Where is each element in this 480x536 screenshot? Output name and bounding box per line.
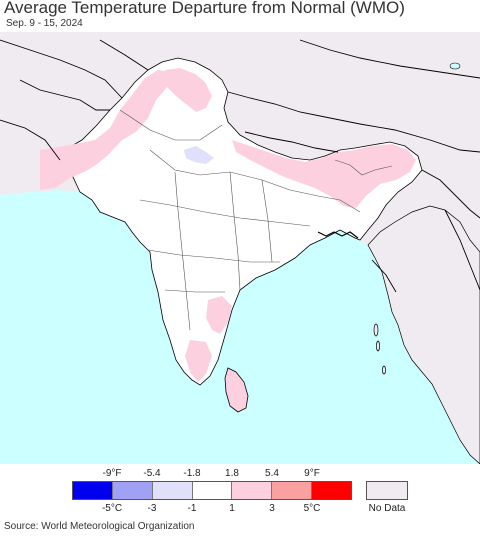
- cool-anomaly: [184, 146, 214, 164]
- temperature-map: [0, 32, 480, 464]
- legend-bin: [232, 482, 273, 499]
- legend-f-tick: -9°F: [102, 468, 122, 479]
- warm-anomaly-north: [165, 68, 212, 112]
- legend-c-tick: 5°C: [303, 503, 321, 514]
- legend-f-tick: -1.8: [183, 468, 201, 479]
- legend-no-data-label: No Data: [368, 503, 406, 514]
- legend-c-tick: 3: [269, 503, 275, 514]
- legend-bin: [192, 482, 233, 499]
- lake: [449, 62, 461, 70]
- ocean: [0, 190, 480, 464]
- sri-lanka: [224, 367, 249, 413]
- country-borders: [0, 39, 480, 293]
- legend-c-tick: -3: [147, 503, 157, 514]
- legend-f-tick: -5.4: [143, 468, 161, 479]
- legend-c-tick: -1: [187, 503, 197, 514]
- map-title: Average Temperature Departure from Norma…: [4, 0, 405, 17]
- legend-c-tick: -5°C: [101, 503, 123, 514]
- bangladesh-coast: [317, 231, 359, 239]
- legend-bin: [312, 482, 352, 499]
- warm-anomaly-northeast: [232, 140, 416, 208]
- myanmar-region: [367, 205, 480, 464]
- legend-bin: [73, 482, 113, 499]
- legend-c-tick: 1: [229, 503, 235, 514]
- warm-anomaly-west: [40, 70, 170, 190]
- warm-anomaly-southeast: [206, 296, 232, 334]
- source-credit: Source: World Meteorological Organizatio…: [4, 521, 195, 532]
- andaman-islands: [373, 323, 386, 375]
- legend-bin: [152, 482, 193, 499]
- legend-color-bar: [72, 481, 352, 500]
- legend-bin: [112, 482, 153, 499]
- legend-bin: [272, 482, 313, 499]
- legend-f-tick: 5.4: [265, 468, 279, 479]
- legend-f-tick: 1.8: [225, 468, 239, 479]
- date-range: Sep. 9 - 15, 2024: [6, 18, 83, 29]
- warm-anomaly-south: [185, 340, 212, 382]
- state-borders: [119, 109, 393, 331]
- legend: -9°F -5.4 -1.8 1.8 5.4 9°F No Data -5°C …: [0, 466, 480, 518]
- legend-f-tick: 9°F: [304, 468, 320, 479]
- india-landmass: [59, 57, 423, 386]
- legend-no-data-swatch: [366, 481, 408, 500]
